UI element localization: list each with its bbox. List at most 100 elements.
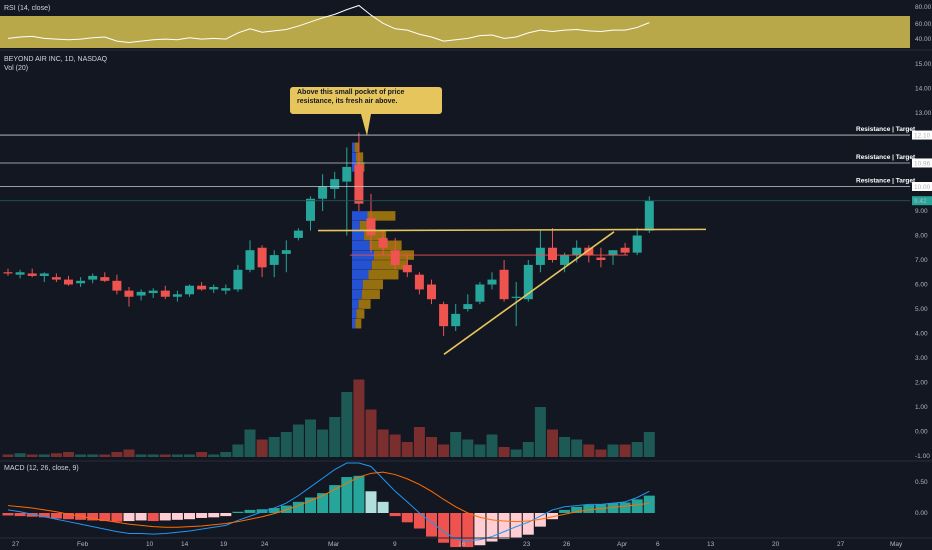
macd-tick: 0.50	[915, 479, 928, 486]
macd-histogram-bar	[38, 513, 50, 518]
macd-histogram-bar	[244, 509, 256, 513]
volume-bar	[196, 452, 208, 457]
candle-body	[402, 264, 412, 273]
candle-body	[487, 279, 497, 285]
rsi-line	[7, 4, 650, 44]
candle-body	[390, 250, 400, 265]
volume-bar	[256, 439, 268, 457]
macd-label: MACD (12, 26, close, 9)	[4, 465, 79, 472]
time-tick: 26	[563, 541, 571, 548]
candle-body	[3, 272, 13, 274]
macd-histogram-bar	[317, 493, 329, 513]
profile-down-bar	[363, 279, 383, 290]
macd-histogram-bar	[450, 513, 462, 548]
rsi-tick: 40.00	[915, 36, 932, 43]
profile-up-bar	[352, 318, 356, 329]
resistance-label: Resistance | Target	[856, 178, 916, 185]
macd-histogram-bar	[208, 513, 220, 518]
volume-bar	[365, 409, 377, 457]
volume-bar	[317, 429, 329, 457]
candle-body	[596, 257, 606, 260]
profile-up-bar	[352, 162, 357, 172]
symbol-title: BEYOND AIR INC, 1D, NASDAQ	[4, 56, 108, 63]
price-axis: 15.0014.0013.0012.0011.0010.009.008.007.…	[912, 4, 932, 517]
macd-histogram-bar	[438, 513, 450, 543]
volume-bar	[353, 379, 365, 457]
profile-up-bar	[352, 260, 372, 270]
time-tick: 24	[261, 541, 269, 548]
macd-histogram-bar	[268, 508, 280, 513]
macd-histogram-bar	[123, 513, 135, 522]
macd-histogram-bar	[26, 513, 38, 517]
macd-histogram-bar	[462, 513, 474, 548]
profile-up-bar	[352, 279, 363, 290]
price-tick: -1.00	[915, 453, 930, 460]
profile-up-bar	[352, 240, 370, 251]
profile-up-bar	[352, 289, 362, 300]
volume-bar	[341, 392, 353, 457]
volume-bar	[2, 454, 14, 457]
volume-bar	[123, 449, 135, 457]
macd-histogram-bar	[401, 513, 413, 523]
macd-histogram-bar	[498, 513, 510, 540]
time-axis: 27 Feb 10 14 19 24 Mar 9 16 23 26 Apr 6 13 20 27 May	[0, 537, 932, 548]
resistance-label: Resistance | Target	[856, 154, 916, 161]
time-tick: 23	[523, 541, 531, 548]
volume-bar	[147, 454, 159, 457]
rsi-band	[0, 16, 910, 48]
time-tick: 27	[837, 541, 845, 548]
candle-body	[584, 247, 594, 256]
time-tick: Apr	[617, 541, 628, 548]
macd-histogram-bar	[413, 513, 425, 529]
macd-histogram-bar	[341, 477, 353, 513]
volume-bar	[268, 437, 280, 457]
profile-up-bar	[352, 211, 368, 221]
candle-body	[451, 313, 461, 327]
volume-bar	[462, 439, 474, 457]
volume-bar	[474, 444, 486, 457]
macd-histogram-bar	[87, 513, 99, 521]
macd-histogram-bar	[50, 513, 62, 519]
macd-histogram-bar	[377, 501, 389, 513]
macd-histogram-bar	[365, 491, 377, 513]
rsi-tick: 80.00	[915, 4, 932, 11]
macd-histogram-bar	[607, 503, 619, 513]
time-tick: 13	[707, 541, 715, 548]
price-badge	[912, 196, 932, 206]
volume-bar	[232, 444, 244, 457]
price-badge-label: 10.96	[914, 160, 931, 167]
macd-histogram-bar	[631, 499, 643, 513]
candle-body	[148, 290, 158, 294]
candle-body	[293, 230, 303, 238]
price-tick: 3.00	[915, 355, 928, 362]
volume-label: Vol (20)	[4, 65, 28, 72]
time-tick: 10	[146, 541, 154, 548]
macd-histogram-bar	[389, 513, 401, 517]
macd-histogram-bar	[256, 509, 268, 513]
callout-text: Above this small pocket of price resista…	[297, 89, 405, 105]
profile-up-bar	[352, 220, 360, 231]
volume-bar	[401, 442, 413, 457]
volume-bar	[63, 452, 74, 457]
price-tick: 1.00	[915, 404, 928, 411]
volume-bar	[244, 429, 256, 457]
volume-bars	[2, 379, 655, 457]
candle-body	[378, 237, 388, 248]
candle-body	[330, 179, 340, 189]
macd-histogram-bar	[486, 513, 498, 542]
candle-body	[281, 250, 291, 254]
time-tick: 19	[220, 541, 228, 548]
macd-histogram-bar	[220, 513, 232, 517]
volume-bar	[305, 419, 316, 457]
macd-histogram-bar	[292, 501, 304, 513]
candle-body	[644, 200, 654, 231]
macd-histogram-bar	[305, 497, 316, 513]
price-pane: BEYOND AIR INC, 1D, NASDAQ Vol (20)	[4, 56, 108, 72]
macd-histogram-bar	[474, 513, 486, 546]
price-badge-label: 12.10	[914, 133, 931, 140]
macd-histogram-bar	[571, 506, 583, 513]
macd-histogram-bar	[619, 502, 631, 513]
candle-body	[608, 250, 618, 256]
time-tick: May	[890, 541, 903, 548]
